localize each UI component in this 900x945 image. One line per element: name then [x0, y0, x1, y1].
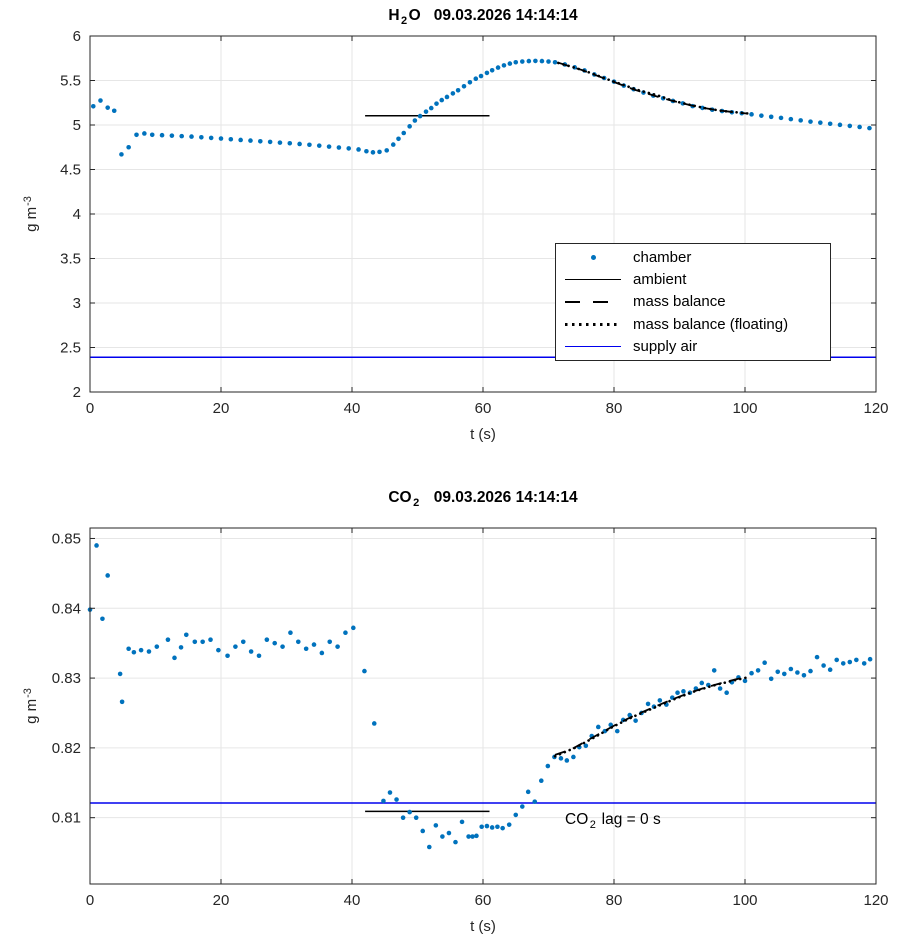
svg-text:0: 0 [86, 892, 94, 909]
supply-air-line-marker-icon [564, 346, 622, 348]
legend-item-mass-balance: mass balance [556, 291, 830, 313]
h2o-y-axis-label: g m-3 [22, 196, 40, 232]
svg-text:40: 40 [344, 892, 361, 909]
svg-text:5.5: 5.5 [60, 73, 81, 90]
svg-text:120: 120 [863, 892, 888, 909]
legend-item-mass-balance-floating: mass balance (floating) [556, 313, 830, 335]
svg-text:3: 3 [73, 295, 81, 312]
svg-text:20: 20 [213, 400, 230, 417]
svg-text:6: 6 [73, 28, 81, 45]
svg-text:3.5: 3.5 [60, 251, 81, 268]
svg-text:0.84: 0.84 [52, 600, 81, 617]
svg-text:100: 100 [732, 400, 757, 417]
svg-text:80: 80 [606, 400, 623, 417]
svg-text:0.81: 0.81 [52, 810, 81, 827]
svg-text:2.5: 2.5 [60, 340, 81, 357]
svg-text:20: 20 [213, 892, 230, 909]
svg-text:4.5: 4.5 [60, 162, 81, 179]
svg-text:2: 2 [73, 384, 81, 401]
svg-text:120: 120 [863, 400, 888, 417]
svg-text:0.82: 0.82 [52, 740, 81, 757]
svg-text:40: 40 [344, 400, 361, 417]
h2o-title-formula: H [388, 7, 400, 24]
svg-text:60: 60 [475, 892, 492, 909]
svg-text:100: 100 [732, 892, 757, 909]
co2-x-axis-label: t (s) [470, 918, 496, 935]
h2o-title-formula-end: O [408, 7, 421, 24]
legend-item-supply-air: supply air [556, 336, 830, 358]
co2-y-axis-label: g m-3 [22, 688, 40, 724]
legend-box: chamber ambient mass balance mass balanc… [555, 243, 831, 361]
co2-title-subscript: 2 [413, 497, 420, 509]
dotted-line-marker-icon [564, 323, 622, 326]
svg-text:0.85: 0.85 [52, 530, 81, 547]
h2o-plot-title: H 2O 09.03.2026 14:14:14 [90, 7, 876, 27]
dashed-line-marker-icon [564, 300, 622, 303]
co2-lag-annotation: CO 2 lag = 0 s [565, 811, 661, 831]
legend-item-chamber: chamber [556, 246, 830, 268]
chamber-dot-marker-icon [564, 254, 622, 260]
svg-text:5: 5 [73, 117, 81, 134]
h2o-title-datetime: 09.03.2026 14:14:14 [433, 7, 578, 24]
h2o-x-axis-label: t (s) [470, 426, 496, 443]
ambient-line-marker-icon [564, 279, 622, 281]
co2-title-datetime: 09.03.2026 14:14:14 [433, 489, 578, 506]
svg-text:0: 0 [86, 400, 94, 417]
legend-item-ambient: ambient [556, 269, 830, 291]
co2-title-formula: CO [388, 489, 412, 506]
svg-text:80: 80 [606, 892, 623, 909]
svg-text:0.83: 0.83 [52, 670, 81, 687]
co2-plot-title: CO 2 09.03.2026 14:14:14 [90, 489, 876, 509]
svg-text:60: 60 [475, 400, 492, 417]
svg-text:4: 4 [73, 206, 81, 223]
h2o-title-subscript: 2 [401, 15, 408, 27]
